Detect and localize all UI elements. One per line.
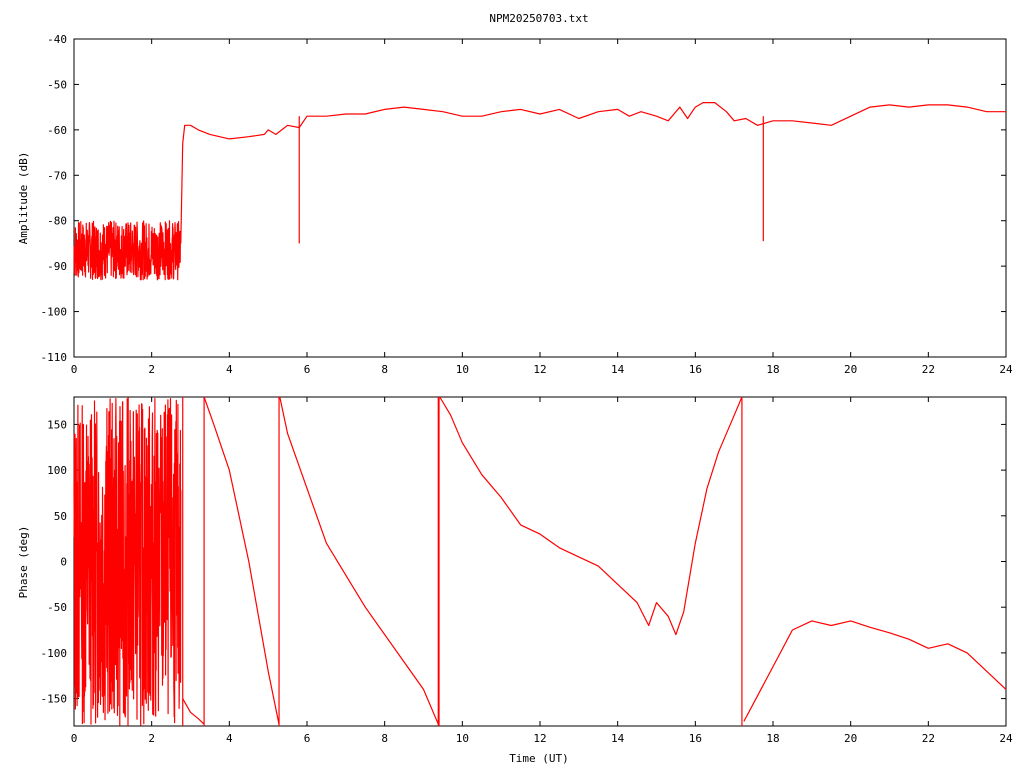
- amplitude-y-tick-label: -90: [47, 260, 67, 273]
- phase-y-tick-label: -100: [41, 647, 68, 660]
- amplitude-y-tick-label: -40: [47, 33, 67, 46]
- phase-x-tick-label: 18: [766, 732, 779, 745]
- phase-x-tick-label: 12: [533, 732, 546, 745]
- phase-panel: 0 2 4 6 8 10 12 14 16 18 20 22 24-150-100-5005010015…: [17, 396, 1013, 765]
- phase-series-line-2: [279, 396, 439, 725]
- phase-x-tick-label: 14: [611, 732, 625, 745]
- phase-y-tick-label: 0: [60, 556, 67, 569]
- amplitude-plot-frame: [73, 38, 1007, 358]
- phase-x-tick-label: 2: [148, 732, 155, 745]
- phase-x-tick-label: 0: [71, 732, 78, 745]
- phase-y-tick-label: 50: [54, 510, 67, 523]
- phase-x-tick-label: 6: [304, 732, 311, 745]
- phase-x-tick-label: 22: [922, 732, 935, 745]
- phase-x-tick-label: 16: [689, 732, 702, 745]
- phase-x-tick-label: 10: [456, 732, 469, 745]
- amplitude-x-tick-label: 16: [689, 363, 702, 376]
- phase-x-tick-label: 8: [381, 732, 388, 745]
- amplitude-y-tick-label: -80: [47, 215, 67, 228]
- amplitude-y-tick-label: -50: [47, 78, 67, 91]
- amplitude-y-tick-label: -110: [41, 351, 68, 364]
- amplitude-x-tick-label: 12: [533, 363, 546, 376]
- amplitude-y-tick-label: -70: [47, 169, 67, 182]
- amplitude-x-tick-label: 22: [922, 363, 935, 376]
- phase-y-tick-label: -150: [41, 693, 68, 706]
- phase-axis-ticks: 0 2 4 6 8 10 12 14 16 18 20 22 24-150-100-5005010015…: [41, 397, 1013, 745]
- phase-series-line-3: [439, 396, 743, 636]
- amplitude-traces: [180, 101, 1006, 244]
- amplitude-x-tick-label: 14: [611, 363, 625, 376]
- amplitude-axis-ticks: 0 2 4 6 8 10 12 14 16 18 20 22 24-110-100-90-80-70-6…: [41, 33, 1013, 376]
- amplitude-y-tick-label: -60: [47, 124, 67, 137]
- phase-plot-frame: [73, 396, 1007, 727]
- chart-title: NPM20250703.txt: [489, 12, 588, 25]
- phase-y-tick-label: 100: [47, 464, 67, 477]
- phase-series-line-1: [203, 396, 280, 725]
- amplitude-noise-band: [73, 220, 182, 281]
- amplitude-panel: 0 2 4 6 8 10 12 14 16 18 20 22 24-110-100-90-80-70-6…: [17, 33, 1013, 376]
- phase-noise-trace: [73, 397, 182, 727]
- phase-noise-band: [73, 397, 182, 727]
- amplitude-x-tick-label: 0: [71, 363, 78, 376]
- phase-series-line-4: [743, 620, 1007, 722]
- phase-y-axis-label: Phase (deg): [17, 526, 30, 599]
- amplitude-y-tick-label: -100: [41, 306, 68, 319]
- amplitude-series-line-0: [180, 101, 1006, 244]
- amplitude-x-tick-label: 8: [381, 363, 388, 376]
- amplitude-x-tick-label: 10: [456, 363, 469, 376]
- amplitude-x-tick-label: 2: [148, 363, 155, 376]
- amplitude-y-axis-label: Amplitude (dB): [17, 152, 30, 245]
- amplitude-x-tick-label: 20: [844, 363, 857, 376]
- phase-x-tick-label: 20: [844, 732, 857, 745]
- x-axis-label: Time (UT): [509, 752, 569, 765]
- phase-y-tick-label: 150: [47, 418, 67, 431]
- amplitude-x-tick-label: 6: [304, 363, 311, 376]
- amplitude-x-tick-label: 18: [766, 363, 779, 376]
- phase-x-tick-label: 4: [226, 732, 233, 745]
- phase-series-line-0: [182, 698, 205, 725]
- phase-x-tick-label: 24: [999, 732, 1013, 745]
- amplitude-x-tick-label: 24: [999, 363, 1013, 376]
- amplitude-noise-trace: [73, 220, 182, 281]
- phase-traces: [182, 396, 1007, 726]
- phase-y-tick-label: -50: [47, 601, 67, 614]
- amplitude-x-tick-label: 4: [226, 363, 233, 376]
